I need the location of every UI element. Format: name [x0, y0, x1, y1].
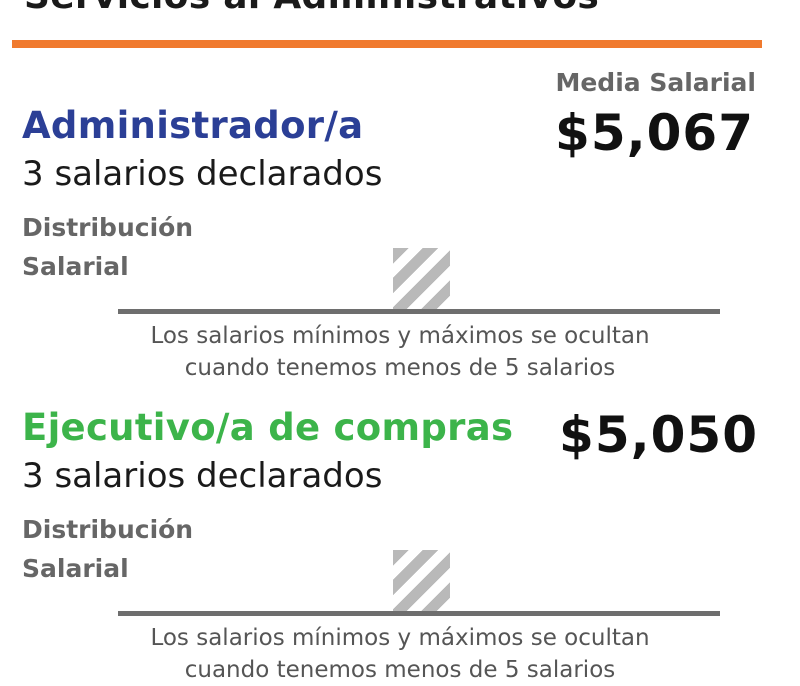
distribution-label: Distribución Salarial	[22, 208, 222, 286]
note-line1: Los salarios mínimos y máximos se oculta…	[150, 625, 650, 651]
salary-count: 3 salarios declarados	[22, 456, 383, 496]
hidden-range-placeholder	[393, 248, 450, 310]
job-card-administrador: Media Salarial Administrador/a $5,067 3 …	[0, 68, 800, 381]
note-line1: Los salarios mínimos y máximos se oculta…	[150, 323, 650, 349]
page-title: Servicios al Administrativos	[24, 0, 599, 17]
job-card-ejecutivo-compras: Ejecutivo/a de compras $5,050 3 salarios…	[0, 370, 800, 683]
note-line2: cuando tenemos menos de 5 salarios	[184, 355, 616, 381]
hidden-range-note: Los salarios mínimos y máximos se oculta…	[130, 320, 670, 384]
mean-salary-label: Media Salarial	[555, 68, 756, 97]
distribution-label-line2: Salarial	[22, 554, 129, 583]
hidden-range-note: Los salarios mínimos y máximos se oculta…	[130, 622, 670, 686]
distribution-label: Distribución Salarial	[22, 510, 222, 588]
salary-count: 3 salarios declarados	[22, 154, 383, 194]
distribution-label-line2: Salarial	[22, 252, 129, 281]
header-divider	[12, 40, 762, 48]
distribution-axis	[118, 611, 720, 616]
job-title[interactable]: Administrador/a	[22, 104, 364, 147]
hidden-range-placeholder	[393, 550, 450, 612]
mean-salary-value: $5,067	[555, 104, 754, 162]
mean-salary-value: $5,050	[559, 406, 758, 464]
note-line2: cuando tenemos menos de 5 salarios	[184, 657, 616, 683]
job-title[interactable]: Ejecutivo/a de compras	[22, 406, 514, 449]
distribution-axis	[118, 309, 720, 314]
distribution-label-line1: Distribución	[22, 213, 194, 242]
distribution-label-line1: Distribución	[22, 515, 194, 544]
